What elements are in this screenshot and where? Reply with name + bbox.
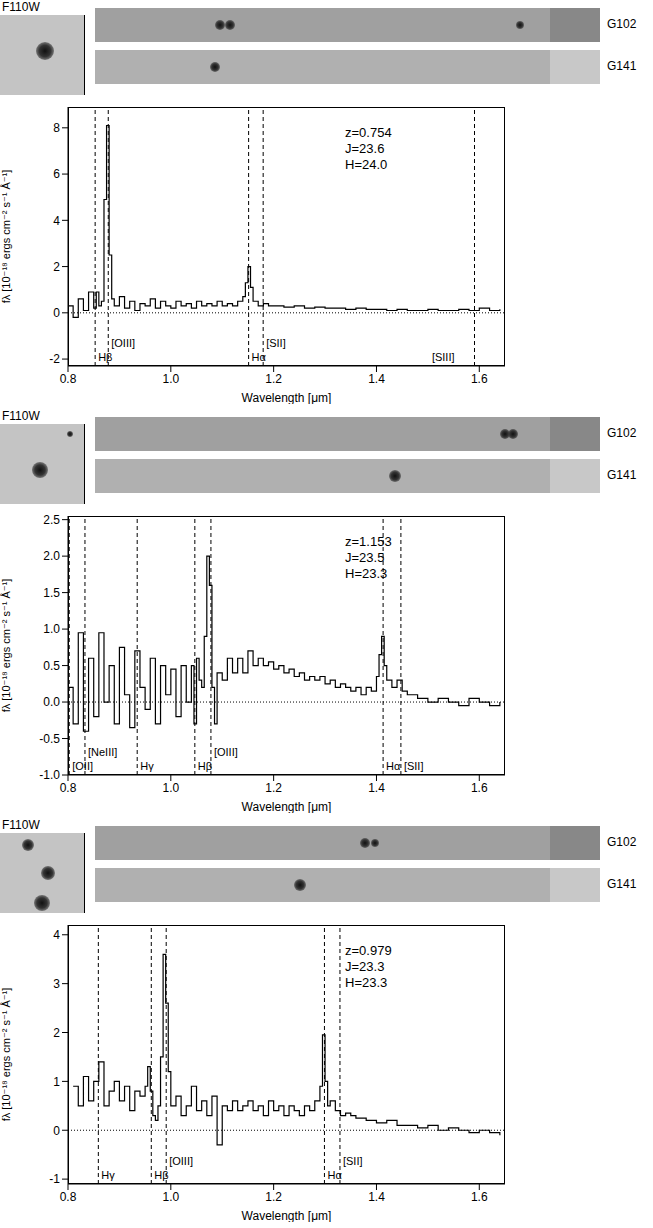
svg-text:2.0: 2.0 (43, 549, 60, 563)
svg-text:8: 8 (53, 121, 60, 135)
html-text:z=1.153: z=1.153 (345, 534, 392, 549)
svg-text:0.8: 0.8 (60, 372, 77, 386)
svg-text:1.0: 1.0 (162, 1190, 179, 1204)
svg-text:1.2: 1.2 (265, 781, 282, 795)
svg-text:-1.0: -1.0 (39, 768, 60, 782)
html-text:F110W: F110W (2, 409, 40, 423)
html-text:F110W: F110W (2, 0, 40, 14)
svg-text:1.0: 1.0 (162, 372, 179, 386)
html-text:H=24.0: H=24.0 (345, 157, 388, 172)
html-text:F110W: F110W (2, 818, 40, 832)
svg-text:[SII]: [SII] (343, 1155, 363, 1167)
svg-text:0: 0 (53, 306, 60, 320)
html-text:H=23.3: H=23.3 (345, 566, 388, 581)
svg-text:1.2: 1.2 (265, 372, 282, 386)
svg-text:Wavelength [μm]: Wavelength [μm] (242, 1209, 332, 1222)
html-text:z=0.754: z=0.754 (345, 125, 392, 140)
html-text:G102: G102 (607, 426, 637, 440)
svg-text:1.2: 1.2 (265, 1190, 282, 1204)
svg-text:1.0: 1.0 (43, 622, 60, 636)
svg-text:[OIII]: [OIII] (214, 746, 238, 758)
svg-text:3: 3 (53, 977, 60, 991)
svg-text:Hγ: Hγ (101, 1169, 115, 1181)
html-text:G102: G102 (607, 17, 637, 31)
svg-text:2.5: 2.5 (43, 513, 60, 527)
html-text:J=23.6: J=23.6 (345, 141, 385, 156)
html-text:H=23.3: H=23.3 (345, 975, 388, 990)
svg-text:2: 2 (53, 260, 60, 274)
svg-text:Hα: Hα (252, 351, 267, 363)
html-text:z=0.979: z=0.979 (345, 943, 392, 958)
svg-text:Hβ: Hβ (98, 351, 112, 363)
svg-text:0.8: 0.8 (60, 781, 77, 795)
svg-text:1.4: 1.4 (368, 1190, 385, 1204)
svg-text:Wavelength [μm]: Wavelength [μm] (242, 800, 332, 813)
svg-text:Hβ: Hβ (154, 1169, 169, 1181)
svg-text:-0.5: -0.5 (39, 732, 60, 746)
svg-text:4: 4 (53, 928, 60, 942)
html-text:G102: G102 (607, 835, 637, 849)
svg-text:Hγ: Hγ (140, 760, 154, 772)
svg-text:Wavelength [μm]: Wavelength [μm] (242, 391, 332, 404)
html-text:J=23.3: J=23.3 (345, 959, 385, 974)
svg-text:1.5: 1.5 (43, 586, 60, 600)
svg-text:1.6: 1.6 (471, 781, 488, 795)
svg-text:[OIII]: [OIII] (111, 337, 135, 349)
html-text:G141: G141 (607, 877, 637, 891)
svg-text:0: 0 (53, 1124, 60, 1138)
html-text:J=23.5: J=23.5 (345, 550, 385, 565)
svg-text:1.4: 1.4 (368, 781, 385, 795)
svg-text:fλ [10⁻¹⁸ ergs cm⁻² s⁻¹ Å⁻¹]: fλ [10⁻¹⁸ ergs cm⁻² s⁻¹ Å⁻¹] (0, 170, 12, 304)
html-text:G141: G141 (607, 468, 637, 482)
svg-text:2: 2 (53, 1026, 60, 1040)
svg-text:[NeIII]: [NeIII] (88, 746, 117, 758)
svg-text:Hα: Hα (327, 1169, 342, 1181)
svg-text:[SII]: [SII] (404, 760, 424, 772)
svg-text:fλ [10⁻¹⁸ ergs cm⁻² s⁻¹ Å⁻¹]: fλ [10⁻¹⁸ ergs cm⁻² s⁻¹ Å⁻¹] (0, 579, 12, 713)
svg-text:Hβ: Hβ (198, 760, 212, 772)
svg-text:-1: -1 (49, 1172, 60, 1186)
svg-text:Hα: Hα (386, 760, 401, 772)
svg-text:[OIII]: [OIII] (169, 1155, 193, 1167)
svg-text:1.6: 1.6 (471, 372, 488, 386)
html-text:G141: G141 (607, 59, 637, 73)
svg-text:[SIII]: [SIII] (432, 351, 455, 363)
svg-text:0.0: 0.0 (43, 695, 60, 709)
svg-text:4: 4 (53, 214, 60, 228)
svg-text:1.0: 1.0 (162, 781, 179, 795)
svg-text:1.4: 1.4 (368, 372, 385, 386)
svg-text:[OII]: [OII] (72, 760, 93, 772)
svg-text:0.5: 0.5 (43, 659, 60, 673)
svg-text:fλ [10⁻¹⁸ ergs cm⁻² s⁻¹ Å⁻¹]: fλ [10⁻¹⁸ ergs cm⁻² s⁻¹ Å⁻¹] (0, 988, 12, 1122)
svg-text:6: 6 (53, 167, 60, 181)
svg-text:[SII]: [SII] (266, 337, 286, 349)
svg-text:1.6: 1.6 (471, 1190, 488, 1204)
svg-text:1: 1 (53, 1075, 60, 1089)
svg-text:0.8: 0.8 (60, 1190, 77, 1204)
svg-text:-2: -2 (49, 352, 60, 366)
